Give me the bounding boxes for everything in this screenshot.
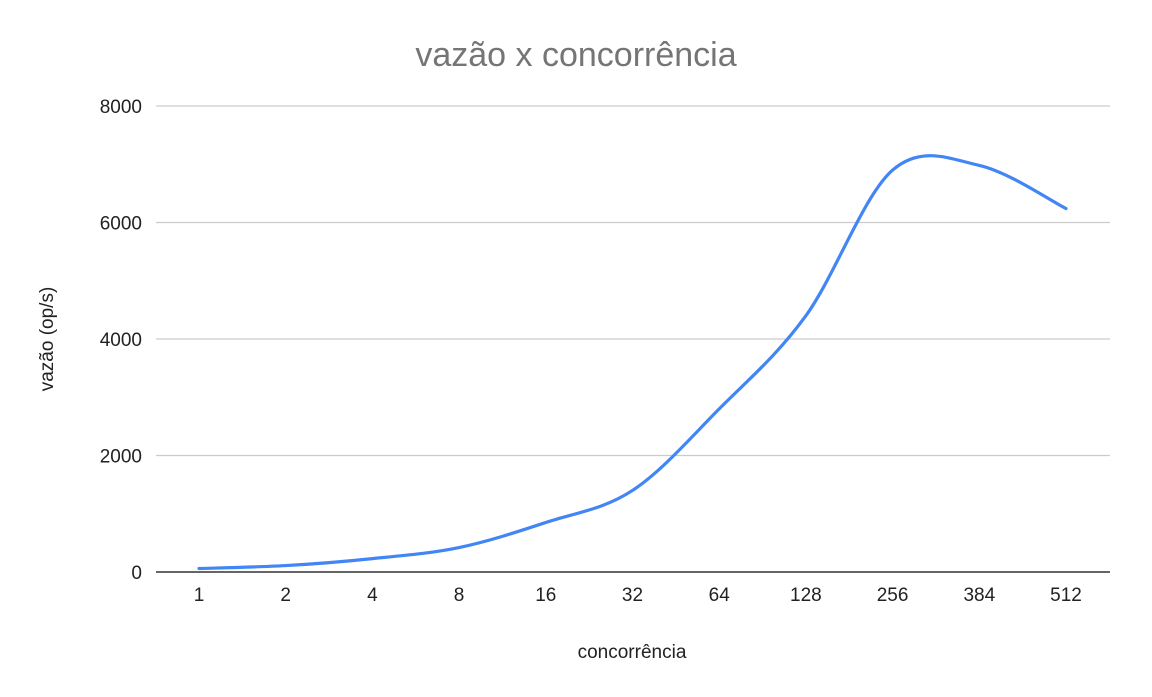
data-point: [542, 518, 550, 526]
x-axis-label: concorrência: [578, 642, 687, 663]
y-axis-ticks: 0 2000 4000 6000 8000: [100, 97, 142, 584]
data-point: [195, 565, 203, 573]
y-tick-label: 0: [131, 563, 142, 584]
x-tick-label: 512: [1050, 585, 1082, 606]
gridlines: [156, 105, 1110, 573]
y-tick-label: 2000: [100, 447, 142, 468]
data-point: [282, 562, 290, 570]
data-point: [368, 555, 376, 563]
y-tick-label: 8000: [100, 97, 142, 118]
data-point: [715, 405, 723, 413]
x-tick-label: 2: [280, 585, 291, 606]
data-point: [1062, 205, 1070, 213]
series-line: [197, 154, 1068, 571]
x-axis-ticks: 1 2 4 8 16 32 64 128 256 384 512: [194, 585, 1082, 606]
x-tick-label: 4: [367, 585, 378, 606]
data-point: [889, 166, 897, 174]
y-tick-label: 6000: [100, 214, 142, 235]
data-point: [629, 486, 637, 494]
x-tick-label: 64: [709, 585, 731, 606]
data-point: [802, 312, 810, 320]
x-tick-label: 16: [535, 585, 556, 606]
chart-title: vazão x concorrência: [415, 36, 736, 74]
x-tick-label: 384: [963, 585, 995, 606]
x-tick-label: 128: [790, 585, 822, 606]
series-layer: [195, 154, 1070, 573]
data-point: [975, 161, 983, 169]
data-point: [455, 544, 463, 552]
y-tick-label: 4000: [100, 330, 142, 351]
x-tick-label: 1: [194, 585, 205, 606]
x-tick-label: 32: [622, 585, 643, 606]
y-axis-label: vazão (op/s): [37, 287, 58, 392]
x-tick-label: 256: [877, 585, 909, 606]
x-tick-label: 8: [454, 585, 465, 606]
